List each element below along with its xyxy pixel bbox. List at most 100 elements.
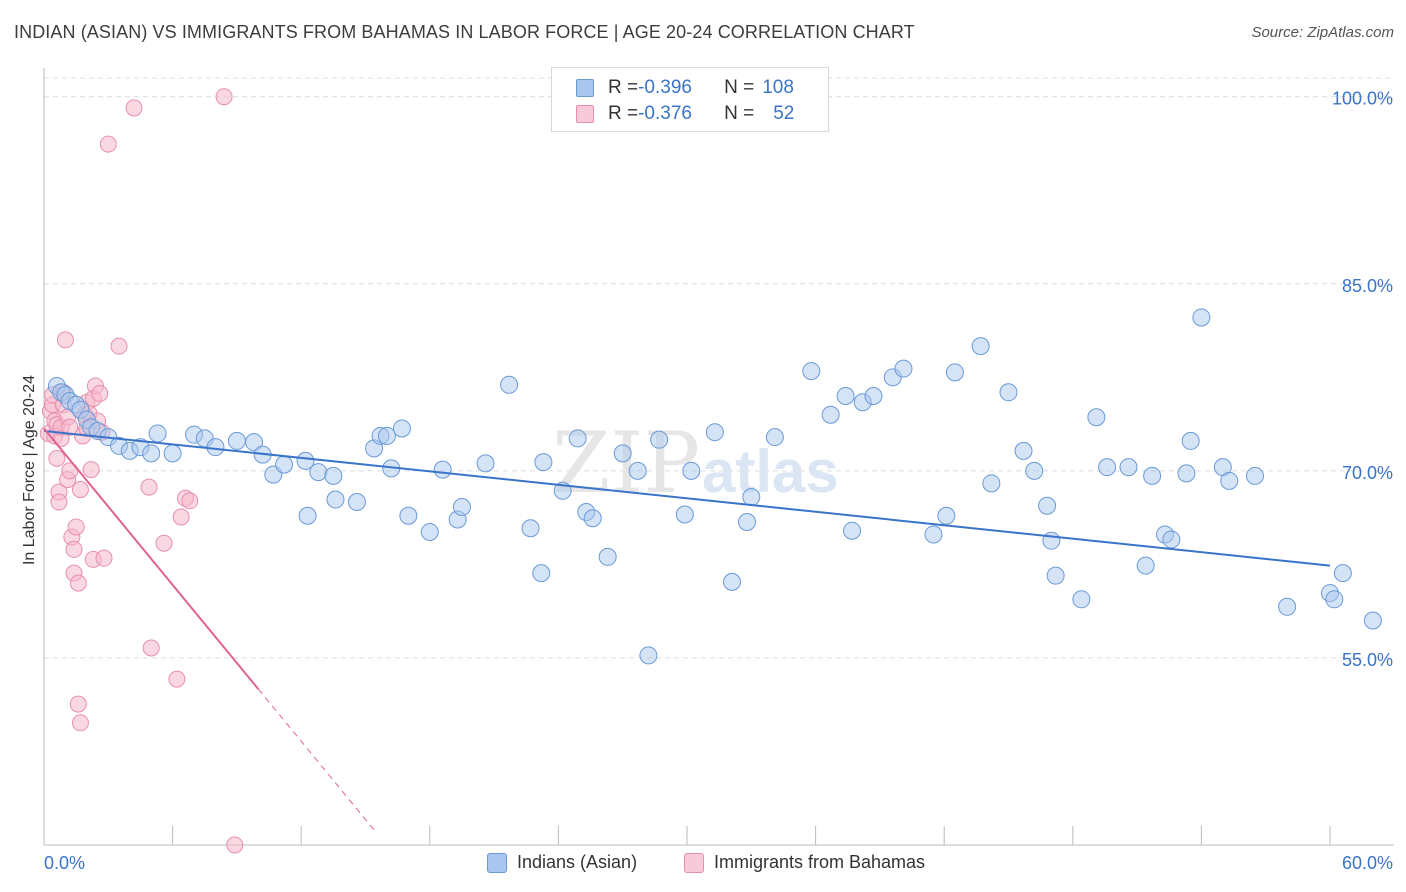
data-point-indians (433, 460, 452, 479)
data-point-bahamas (168, 670, 186, 688)
chart-title: INDIAN (ASIAN) VS IMMIGRANTS FROM BAHAMA… (14, 22, 915, 42)
legend-n-label: N = (724, 77, 755, 98)
legend-r-value: -0.376 (638, 103, 692, 124)
data-point-bahamas (140, 478, 158, 496)
data-point-indians (1192, 308, 1211, 327)
data-point-bahamas (61, 418, 79, 436)
data-point-indians (982, 474, 1001, 493)
data-point-indians (452, 498, 471, 517)
legend-row-bahamas: R = -0.376 N = 52 (576, 101, 794, 127)
data-point-bahamas (65, 540, 83, 558)
y-tick-label: 85.0% (1342, 276, 1393, 296)
data-point-indians (945, 363, 964, 382)
data-point-indians (836, 387, 855, 406)
data-point-indians (675, 505, 694, 524)
data-point-indians (163, 444, 182, 463)
data-point-indians (326, 490, 345, 509)
data-point-indians (227, 431, 246, 450)
legend-n-value: 52 (773, 103, 795, 124)
data-point-bahamas (155, 534, 173, 552)
data-point-indians (324, 466, 343, 485)
data-point-bahamas (67, 518, 85, 536)
data-point-indians (682, 461, 701, 480)
series-bahamas-points (39, 88, 244, 854)
data-point-indians (532, 564, 551, 583)
data-point-indians (738, 512, 757, 531)
x-tick-label-right: 60.0% (1342, 853, 1393, 873)
data-point-indians (1363, 611, 1382, 630)
legend-r-label: R = (608, 77, 639, 98)
data-point-indians (723, 572, 742, 591)
legend-swatch-pink (576, 105, 594, 123)
data-point-indians (583, 509, 602, 528)
data-point-indians (568, 429, 587, 448)
data-point-indians (598, 547, 617, 566)
legend-r-label: R = (608, 103, 639, 124)
data-point-indians (1025, 461, 1044, 480)
data-point-indians (1181, 431, 1200, 450)
data-point-indians (347, 493, 366, 512)
data-point-bahamas (215, 88, 233, 106)
series-indians-points (47, 308, 1382, 665)
grid-lines (44, 77, 1394, 659)
data-point-bahamas (69, 695, 87, 713)
data-point-indians (1136, 556, 1155, 575)
data-point-indians (1220, 471, 1239, 490)
data-point-indians (1119, 458, 1138, 477)
data-point-indians (843, 521, 862, 540)
data-point-indians (148, 424, 167, 443)
data-point-indians (937, 506, 956, 525)
data-point-indians (1046, 566, 1065, 585)
data-point-indians (142, 444, 161, 463)
stats-legend: R = -0.396 N = 108 R = -0.376 N = 52 (551, 67, 829, 132)
data-point-indians (296, 451, 315, 470)
data-point-indians (1072, 590, 1091, 609)
data-point-indians (1245, 466, 1264, 485)
trend-lines (43, 427, 1331, 833)
data-point-indians (639, 646, 658, 665)
data-point-indians (298, 506, 317, 525)
data-point-indians (742, 488, 761, 507)
data-point-indians (924, 525, 943, 544)
data-point-bahamas (56, 331, 74, 349)
data-point-bahamas (95, 549, 113, 567)
watermark-atlas: atlas (702, 438, 839, 505)
data-point-indians (613, 444, 632, 463)
legend-item-indians: Indians (Asian) (487, 852, 637, 873)
data-point-indians (1098, 458, 1117, 477)
data-point-indians (392, 419, 411, 438)
data-point-bahamas (48, 449, 66, 467)
data-point-indians (999, 383, 1018, 402)
y-tick-label: 70.0% (1342, 463, 1393, 483)
data-point-indians (377, 426, 396, 445)
data-point-indians (894, 359, 913, 378)
y-tick-label: 55.0% (1342, 650, 1393, 670)
data-point-indians (650, 430, 669, 449)
data-point-indians (821, 405, 840, 424)
axes (43, 68, 1394, 846)
data-point-indians (1325, 590, 1344, 609)
legend-r-value: -0.396 (638, 77, 692, 98)
legend-swatch-bahamas (684, 852, 704, 873)
y-tick-label: 100.0% (1332, 89, 1393, 109)
x-tick-label-left: 0.0% (44, 853, 85, 873)
data-point-indians (705, 423, 724, 442)
data-point-indians (971, 337, 990, 356)
data-point-bahamas (99, 135, 117, 153)
data-point-indians (275, 455, 294, 474)
data-point-bahamas (172, 508, 190, 526)
legend-swatch-blue (576, 79, 594, 97)
tick-labels: 55.0% 70.0% 85.0% 100.0% 0.0% 60.0% (44, 89, 1393, 873)
data-point-indians (802, 362, 821, 381)
series-legend: Indians (Asian) Immigrants from Bahamas (0, 852, 1406, 878)
legend-label-indians: Indians (Asian) (517, 852, 638, 872)
data-point-indians (1177, 464, 1196, 483)
source-credit: Source: ZipAtlas.com (1251, 24, 1394, 41)
data-point-indians (1162, 530, 1181, 549)
data-point-indians (1014, 441, 1033, 460)
data-point-bahamas (71, 481, 89, 499)
data-point-bahamas (142, 639, 160, 657)
data-point-indians (1042, 531, 1061, 550)
trend-line-indians (43, 429, 1331, 567)
